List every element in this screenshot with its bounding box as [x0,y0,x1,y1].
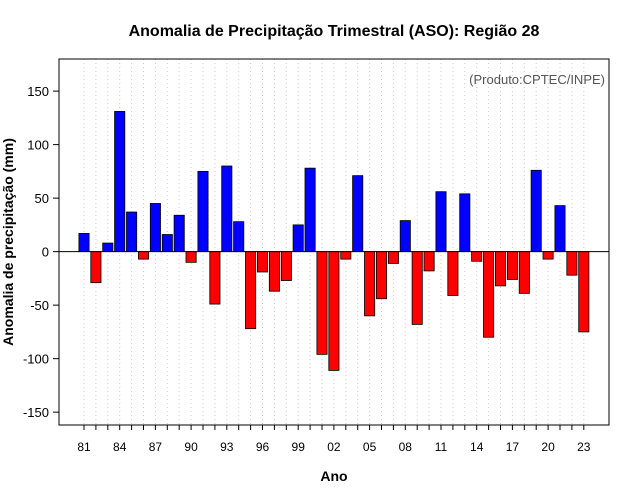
x-tick-label: 05 [363,440,377,454]
bar-2009 [411,251,423,325]
x-tick-label: 99 [292,440,306,454]
bar-1990 [185,251,197,263]
y-tick-label: 0 [42,245,49,260]
bar-1986 [137,251,149,260]
y-tick-label: 150 [27,84,49,99]
bar-1998 [280,251,292,281]
bar-2013 [459,193,471,253]
y-tick-label: -50 [30,298,49,313]
y-tick-label: -100 [23,352,49,367]
bar-2011 [435,191,447,253]
bar-2008 [399,220,411,253]
bar-2023 [578,251,590,333]
y-axis-label: Anomalia de precipitação (mm) [0,138,16,346]
x-tick-label: 02 [327,440,341,454]
x-tick-label: 14 [470,440,484,454]
x-tick-label: 11 [435,440,448,454]
bar-2014 [471,251,483,262]
bar-1994 [233,221,245,253]
bar-1993 [221,165,233,253]
bar-2015 [483,251,495,338]
bar-2017 [506,251,518,280]
credit-text: (Produto:CPTEC/INPE) [469,72,605,87]
y-tick-label: 50 [35,191,49,206]
bar-2012 [447,251,459,296]
grid-lines [83,59,585,425]
bar-1985 [126,211,138,253]
x-axis: 81 84 87 90 93 96 99 02 05 08 11 14 17 20 23 [77,425,591,454]
y-tick-label: -150 [23,405,49,420]
x-tick-label: 84 [113,440,127,454]
y-tick-label: 100 [27,138,49,153]
bar-1987 [149,203,161,253]
bar-1989 [173,214,185,253]
x-tick-label: 08 [399,440,413,454]
bar-2003 [340,251,352,260]
bar-1984 [114,111,126,253]
bar-2010 [423,251,435,272]
bar-2022 [566,251,578,276]
bar-2016 [494,251,506,287]
x-tick-label: 81 [77,440,91,454]
x-tick-label: 17 [506,440,520,454]
bar-2001 [316,251,328,355]
x-tick-label: 96 [256,440,270,454]
x-tick-label: 23 [577,440,591,454]
bar-2018 [518,251,530,294]
bar-2020 [542,251,554,260]
bar-2021 [554,205,566,253]
bar-1999 [292,224,304,253]
bar-1982 [90,251,102,284]
x-tick-label: 20 [541,440,555,454]
bar-1997 [268,251,280,292]
bar-1995 [245,251,257,330]
bar-2006 [375,251,387,300]
x-axis-label: Ano [320,468,347,484]
bar-1981 [78,233,90,253]
bar-2000 [304,167,316,253]
bar-2005 [364,251,376,317]
x-tick-label: 93 [220,440,234,454]
x-tick-label: 87 [149,440,163,454]
bar-1991 [197,170,209,253]
bar-1988 [161,234,173,253]
bar-2007 [387,251,399,264]
y-axis: -150 -100 -50 0 50 100 150 [23,84,59,420]
bar-1996 [256,251,268,273]
bars [78,111,590,371]
chart-title: Anomalia de Precipitação Trimestral (ASO… [129,23,540,40]
bar-2019 [530,169,542,253]
bar-1983 [102,242,114,253]
bar-2004 [352,175,364,253]
x-tick-label: 90 [184,440,198,454]
bar-1992 [209,251,221,305]
bar-2002 [328,251,340,371]
